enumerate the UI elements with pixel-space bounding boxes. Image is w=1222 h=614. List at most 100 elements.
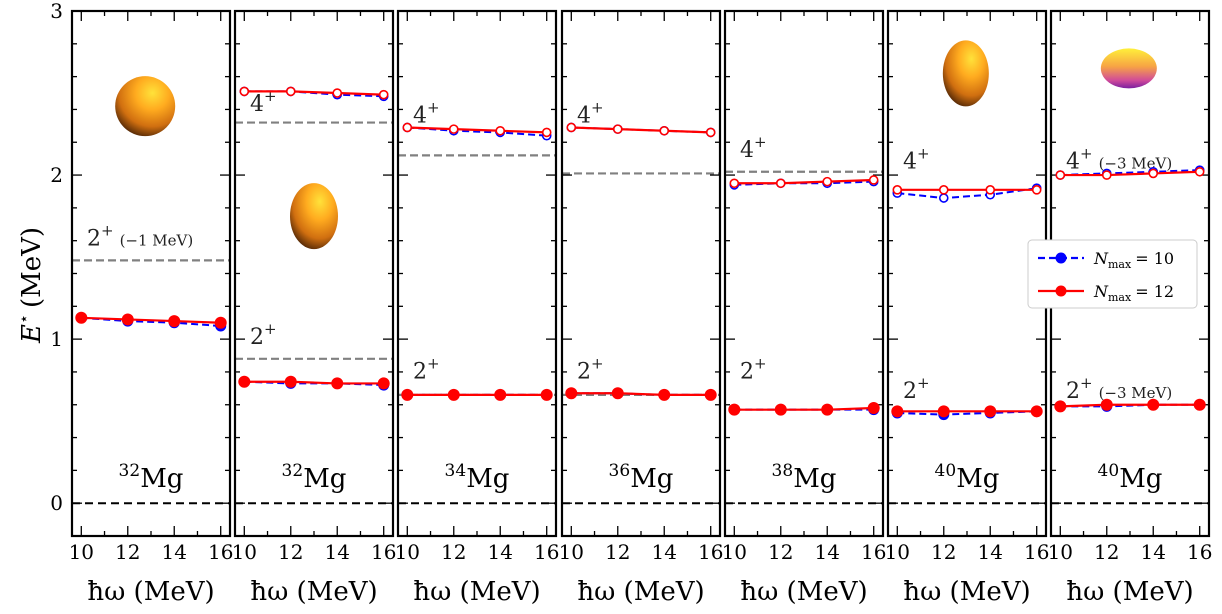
- x-tick-label: 14: [325, 540, 350, 564]
- state-label: 4+: [577, 98, 604, 128]
- x-tick-label: 16: [1024, 540, 1049, 564]
- data-point: [494, 388, 507, 401]
- data-point: [541, 127, 552, 138]
- x-tick-label: 12: [115, 540, 140, 564]
- data-point: [566, 122, 577, 133]
- panel-1: 10 12 14 16 ħω (MeV) 2+(−1 MeV) 32Mg: [69, 9, 233, 607]
- series-line: [897, 187, 1037, 200]
- legend-label: Nmax = 12: [1093, 282, 1174, 304]
- x-tick-label: 10: [69, 540, 94, 564]
- panel-frame: [396, 9, 558, 538]
- x-tick-label: 16: [1187, 540, 1212, 564]
- data-point: [565, 387, 578, 400]
- series-line: [734, 406, 874, 411]
- x-tick-label: 14: [978, 540, 1003, 564]
- data-point: [774, 403, 787, 416]
- data-point: [401, 388, 414, 401]
- x-tick-label: 12: [1094, 540, 1119, 564]
- series-line: [1060, 403, 1200, 408]
- nucleus-label: 32Mg: [119, 461, 184, 494]
- data-point: [937, 405, 950, 418]
- data-point: [729, 178, 740, 189]
- data-point: [611, 387, 624, 400]
- data-point: [821, 403, 834, 416]
- spherical-shape: [115, 76, 176, 137]
- series-line: [571, 392, 711, 397]
- data-point: [822, 176, 833, 187]
- data-point: [1100, 398, 1113, 411]
- data-point: [238, 375, 251, 388]
- data-point: [284, 375, 297, 388]
- state-label: 2+(−1 MeV): [87, 221, 193, 251]
- data-point: [938, 185, 949, 195]
- state-label: 4+: [413, 98, 440, 128]
- y-tick-label: 3: [50, 0, 63, 23]
- x-axis-title: ħω (MeV): [1066, 577, 1193, 607]
- panel-frame: [560, 9, 722, 538]
- x-axis-title: ħω (MeV): [577, 577, 704, 607]
- nucleus-label: 40Mg: [935, 461, 1000, 494]
- data-point: [285, 86, 296, 97]
- data-point: [1147, 398, 1160, 411]
- panel-3: 10 12 14 16 ħω (MeV) 2+ 4+ 34Mg: [395, 9, 559, 607]
- state-label: 2+(−3 MeV): [1066, 374, 1172, 404]
- x-tick-label: 16: [861, 540, 886, 564]
- data-point: [704, 388, 717, 401]
- series-line: [81, 316, 221, 324]
- x-tick-label: 16: [698, 540, 723, 564]
- data-point: [892, 185, 903, 195]
- data-point: [168, 315, 181, 328]
- data-point: [239, 86, 250, 97]
- data-point: [331, 377, 344, 390]
- nucleus-label: 34Mg: [445, 461, 510, 494]
- series-line: [244, 380, 384, 385]
- x-tick-label: 10: [559, 540, 584, 564]
- data-point: [868, 175, 879, 185]
- x-tick-label: 10: [395, 540, 420, 564]
- data-point: [985, 185, 996, 195]
- oblate-shape: [1100, 48, 1157, 89]
- state-label: 2+: [903, 374, 930, 404]
- data-point: [728, 403, 741, 416]
- data-point: [1194, 166, 1205, 177]
- panel-5: 10 12 14 16 ħω (MeV) 2+ 4+ 38Mg: [722, 9, 886, 607]
- data-point: [495, 125, 506, 136]
- x-tick-label: 16: [371, 540, 396, 564]
- data-point: [1030, 405, 1043, 418]
- y-tick-label: 2: [50, 163, 63, 187]
- state-label: 2+: [250, 320, 277, 350]
- data-point: [540, 388, 553, 401]
- data-point: [1031, 185, 1042, 195]
- data-point: [705, 127, 716, 138]
- data-point: [75, 311, 88, 324]
- x-tick-label: 14: [652, 540, 677, 564]
- legend-marker: [1055, 285, 1067, 297]
- x-axis-title: ħω (MeV): [413, 577, 540, 607]
- state-label: 2+: [413, 354, 440, 384]
- series-line: [1060, 170, 1200, 177]
- series-line: [244, 90, 384, 96]
- x-tick-label: 10: [1048, 540, 1073, 564]
- x-axis-title: ħω (MeV): [903, 577, 1030, 607]
- data-point: [214, 316, 227, 329]
- data-point: [891, 405, 904, 418]
- data-point: [332, 88, 343, 98]
- series-line: [407, 126, 547, 134]
- y-axis-title: E⋆(MeV): [14, 227, 47, 344]
- prolate-shape: [942, 40, 989, 107]
- data-point: [378, 89, 389, 100]
- data-point: [867, 402, 880, 415]
- state-label: 2+: [740, 354, 767, 384]
- x-tick-label: 10: [722, 540, 747, 564]
- data-point: [448, 124, 459, 134]
- data-point: [1101, 170, 1112, 180]
- panel-6: 10 12 14 16 ħω (MeV) 2+ 4+ 40Mg: [885, 9, 1049, 607]
- nucleus-label: 36Mg: [609, 461, 674, 494]
- x-axis-title: ħω (MeV): [87, 577, 214, 607]
- legend-label: Nmax = 10: [1093, 249, 1174, 271]
- nucleus-label: 32Mg: [282, 461, 347, 494]
- panel-4: 10 12 14 16 ħω (MeV) 2+ 4+ 36Mg: [559, 9, 723, 607]
